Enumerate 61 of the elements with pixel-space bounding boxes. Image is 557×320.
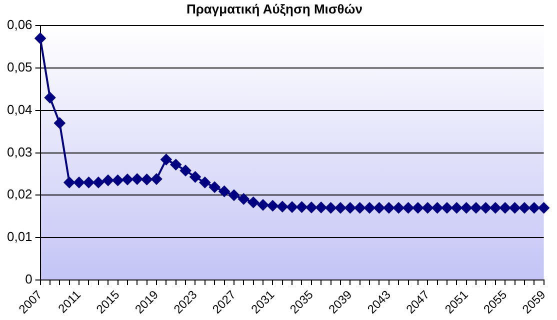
point <box>170 159 182 170</box>
point <box>296 202 308 213</box>
point <box>480 202 492 214</box>
point <box>432 202 443 214</box>
point <box>228 190 240 201</box>
point <box>374 202 385 214</box>
point <box>412 202 424 214</box>
point <box>238 193 250 204</box>
point <box>209 182 220 193</box>
point <box>267 200 278 212</box>
y-tick-label: 0,01 <box>6 229 32 244</box>
point <box>344 202 356 214</box>
point <box>538 202 550 214</box>
point <box>500 202 511 214</box>
point <box>451 202 462 214</box>
point <box>34 32 46 44</box>
point <box>218 186 230 197</box>
point <box>316 202 327 213</box>
point <box>199 176 210 188</box>
point <box>190 171 201 182</box>
point <box>74 176 85 188</box>
point <box>393 202 404 214</box>
point <box>325 202 336 214</box>
point <box>286 202 298 213</box>
point <box>151 174 162 185</box>
y-tick-label: 0,02 <box>6 186 32 202</box>
point <box>490 202 501 214</box>
point <box>276 201 288 212</box>
point <box>441 202 452 214</box>
point <box>258 199 269 210</box>
point <box>306 202 317 213</box>
point <box>460 202 472 214</box>
point <box>383 202 394 214</box>
point <box>248 196 259 208</box>
chart-title: Πραγματική Αύξηση Μισθών <box>186 1 363 16</box>
point <box>64 176 75 188</box>
y-tick-label: 0 <box>25 272 32 287</box>
point <box>528 202 540 214</box>
y-tick-label: 0,05 <box>6 60 32 75</box>
point <box>112 174 124 186</box>
point <box>160 154 172 166</box>
point <box>141 174 152 185</box>
point <box>92 176 104 188</box>
y-tick-label: 0,04 <box>6 102 32 117</box>
point <box>44 92 56 104</box>
point <box>102 174 114 186</box>
point <box>354 202 366 214</box>
point <box>509 202 520 214</box>
point <box>334 202 346 214</box>
y-tick-label: 0,06 <box>6 17 32 32</box>
point <box>402 202 414 214</box>
point <box>518 202 530 214</box>
y-tick-label: 0,03 <box>6 144 32 160</box>
point <box>83 176 94 188</box>
point <box>122 174 133 185</box>
point <box>180 165 192 176</box>
point <box>422 202 434 214</box>
point <box>132 174 143 185</box>
point <box>364 202 376 214</box>
point <box>470 202 482 214</box>
point <box>54 118 66 129</box>
